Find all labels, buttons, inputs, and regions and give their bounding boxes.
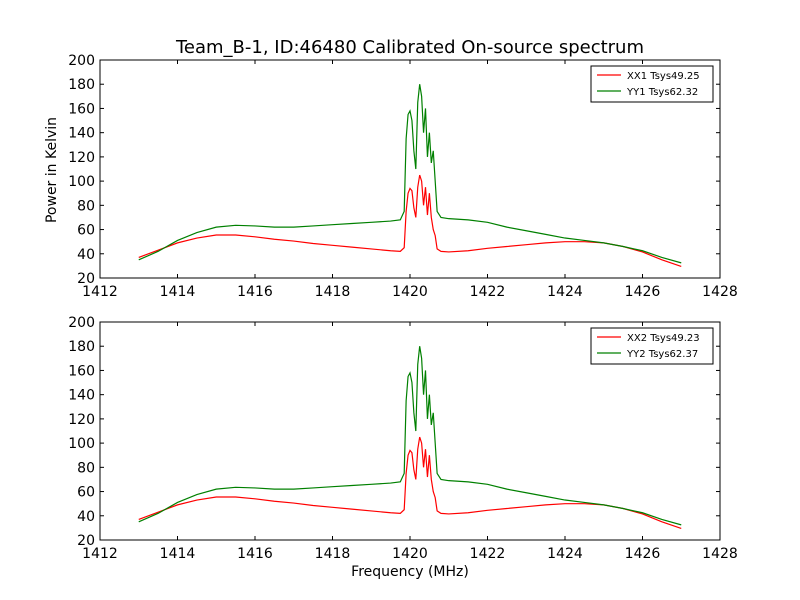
x-tick-label: 1424 bbox=[547, 546, 583, 562]
x-tick-label: 1420 bbox=[392, 546, 428, 562]
series-line-xx bbox=[138, 436, 682, 530]
y-tick-label: 100 bbox=[68, 174, 95, 190]
x-axis-label: Frequency (MHz) bbox=[351, 564, 469, 580]
x-tick-label: 1422 bbox=[470, 546, 506, 562]
x-tick-label: 1416 bbox=[237, 546, 273, 562]
y-tick-label: 100 bbox=[68, 436, 95, 452]
y-tick-label: 200 bbox=[68, 53, 95, 69]
y-tick-label: 80 bbox=[77, 460, 95, 476]
x-tick-label: 1414 bbox=[160, 284, 196, 300]
x-tick-label: 1420 bbox=[392, 284, 428, 300]
series-line-yy bbox=[138, 346, 682, 526]
x-tick-label: 1418 bbox=[315, 546, 351, 562]
x-tick-label: 1416 bbox=[237, 284, 273, 300]
y-tick-label: 40 bbox=[77, 247, 95, 263]
x-tick-label: 1412 bbox=[82, 284, 118, 300]
y-tick-label: 140 bbox=[68, 126, 95, 142]
series-line-yy bbox=[138, 84, 682, 264]
y-tick-label: 60 bbox=[77, 223, 95, 239]
legend-label: YY2 Tsys62.37 bbox=[626, 349, 698, 360]
y-tick-label: 20 bbox=[77, 533, 95, 549]
y-tick-label: 120 bbox=[68, 412, 95, 428]
legend: XX2 Tsys49.23 YY2 Tsys62.37 bbox=[590, 327, 714, 365]
y-tick-label: 180 bbox=[68, 77, 95, 93]
legend-box bbox=[590, 65, 714, 103]
x-tick-label: 1426 bbox=[625, 546, 661, 562]
y-tick-label: 160 bbox=[68, 101, 95, 117]
y-tick-label: 20 bbox=[77, 271, 95, 287]
x-tick-label: 1418 bbox=[315, 284, 351, 300]
y-tick-label: 180 bbox=[68, 339, 95, 355]
legend-box bbox=[590, 327, 714, 365]
y-tick-label: 200 bbox=[68, 315, 95, 331]
figure-title: Team_B-1, ID:46480 Calibrated On-source … bbox=[175, 37, 644, 58]
x-tick-label: 1412 bbox=[82, 546, 118, 562]
y-tick-label: 160 bbox=[68, 363, 95, 379]
x-tick-label: 1428 bbox=[702, 546, 738, 562]
legend: XX1 Tsys49.25 YY1 Tsys62.32 bbox=[590, 65, 714, 103]
x-tick-label: 1428 bbox=[702, 284, 738, 300]
plot-panel-bottom: 1412 1414 1416 1418 1420 1422 1424 1426 1428 20 40… bbox=[68, 315, 738, 562]
legend-label: XX1 Tsys49.25 bbox=[627, 71, 700, 82]
y-tick-label: 40 bbox=[77, 509, 95, 525]
plot-panel-top: 1412 1414 1416 1418 1420 1422 1424 1426 1428 20 40… bbox=[68, 53, 738, 300]
series-line-xx bbox=[138, 174, 682, 268]
legend-label: XX2 Tsys49.23 bbox=[627, 333, 700, 344]
y-tick-label: 60 bbox=[77, 485, 95, 501]
y-tick-label: 80 bbox=[77, 198, 95, 214]
x-tick-label: 1414 bbox=[160, 546, 196, 562]
y-axis-label: Power in Kelvin bbox=[44, 117, 60, 223]
legend-label: YY1 Tsys62.32 bbox=[626, 87, 698, 98]
x-tick-label: 1426 bbox=[625, 284, 661, 300]
x-tick-label: 1422 bbox=[470, 284, 506, 300]
y-tick-label: 120 bbox=[68, 150, 95, 166]
x-tick-label: 1424 bbox=[547, 284, 583, 300]
y-tick-label: 140 bbox=[68, 388, 95, 404]
